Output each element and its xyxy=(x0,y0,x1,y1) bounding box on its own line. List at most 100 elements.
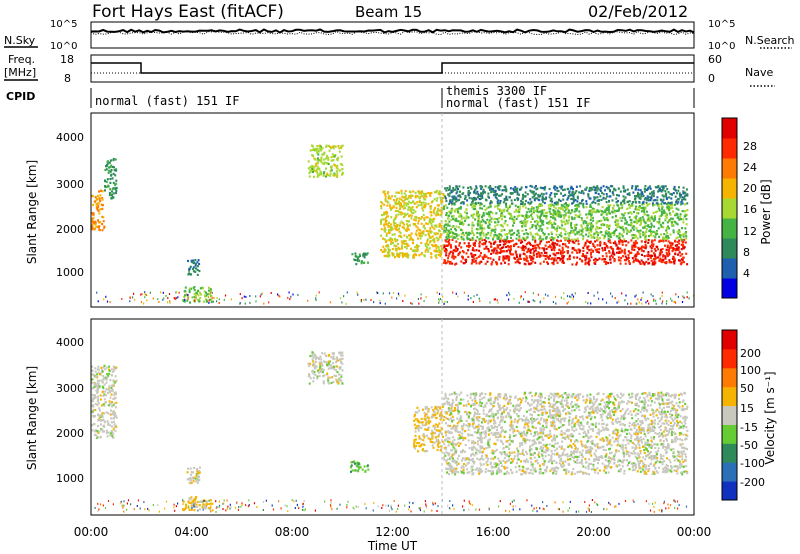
echo-cell xyxy=(645,228,648,231)
echo-cell xyxy=(607,207,610,210)
echo-cell xyxy=(320,370,323,373)
echo-cell xyxy=(605,255,608,258)
echo-cell xyxy=(536,187,539,190)
echo-cell xyxy=(684,203,686,206)
ground-scatter-cell xyxy=(268,301,270,304)
echo-cell xyxy=(195,474,198,477)
echo-cell xyxy=(627,241,630,244)
echo-cell xyxy=(673,247,676,251)
echo-cell xyxy=(554,242,557,245)
echo-cell xyxy=(441,405,444,408)
echo-cell xyxy=(475,249,478,252)
echo-cell xyxy=(467,216,470,219)
echo-cell xyxy=(363,252,366,255)
echo-cell xyxy=(405,219,408,223)
echo-cell xyxy=(684,214,687,217)
echo-cell xyxy=(538,204,540,207)
echo-cell xyxy=(594,257,597,260)
echo-cell xyxy=(341,163,344,166)
echo-cell xyxy=(395,197,398,200)
echo-cell xyxy=(560,214,563,217)
echo-cell xyxy=(663,209,665,212)
echo-cell xyxy=(599,226,602,230)
echo-cell xyxy=(445,226,448,230)
echo-cell xyxy=(576,232,579,235)
echo-cell xyxy=(320,362,323,365)
echo-cell xyxy=(506,237,509,240)
echo-cell xyxy=(322,380,325,383)
echo-cell xyxy=(309,355,312,358)
echo-cell xyxy=(424,428,427,431)
ground-scatter-cell xyxy=(532,292,534,295)
echo-cell xyxy=(401,212,404,215)
echo-cell xyxy=(642,195,645,198)
echo-cell xyxy=(380,228,383,231)
echo-cell xyxy=(408,238,411,241)
echo-cell xyxy=(315,355,318,358)
echo-cell xyxy=(312,363,315,366)
echo-cell xyxy=(557,207,560,210)
echo-cell xyxy=(602,216,605,219)
echo-cell xyxy=(570,216,573,219)
echo-cell xyxy=(471,214,474,217)
echo-cell xyxy=(534,233,537,236)
echo-cell xyxy=(620,256,623,259)
ground-scatter-cell xyxy=(534,300,536,303)
echo-cell xyxy=(98,198,101,201)
echo-cell xyxy=(606,246,609,249)
echo-cell xyxy=(115,191,117,195)
echo-cell xyxy=(491,261,494,264)
echo-cell xyxy=(629,211,632,214)
echo-cell xyxy=(611,191,614,194)
echo-cell xyxy=(92,394,95,397)
echo-cell xyxy=(604,232,607,235)
echo-cell xyxy=(101,223,104,226)
echo-cell xyxy=(660,189,663,192)
ground-scatter-cell xyxy=(318,291,320,294)
echo-cell xyxy=(503,199,506,202)
echo-cell xyxy=(681,198,684,202)
echo-cell xyxy=(113,402,116,405)
echo-cell xyxy=(322,174,325,177)
echo-cell xyxy=(661,210,663,213)
echo-cell xyxy=(634,255,637,258)
echo-cell xyxy=(405,229,408,232)
echo-cell xyxy=(664,244,666,247)
echo-cell xyxy=(435,254,438,257)
echo-cell xyxy=(536,208,539,211)
echo-cell xyxy=(312,376,315,379)
echo-cell xyxy=(491,249,494,252)
echo-cell xyxy=(541,228,544,231)
echo-cell xyxy=(479,234,482,237)
echo-cell xyxy=(115,379,118,382)
echo-cell xyxy=(661,194,664,197)
echo-cell xyxy=(497,251,500,254)
echo-cell xyxy=(187,295,190,298)
echo-cell xyxy=(467,194,470,197)
echo-cell xyxy=(427,250,430,253)
echo-cell xyxy=(602,193,605,196)
echo-cell xyxy=(490,191,493,194)
echo-cell xyxy=(341,351,344,354)
echo-cell xyxy=(112,384,115,387)
echo-cell xyxy=(381,214,383,217)
ground-scatter-cell xyxy=(520,296,522,299)
echo-cell xyxy=(322,153,325,156)
echo-cell xyxy=(457,210,460,213)
echo-cell xyxy=(556,257,559,260)
echo-cell xyxy=(430,236,433,239)
echo-cell xyxy=(478,242,481,245)
echo-cell xyxy=(454,227,457,230)
echo-cell xyxy=(599,244,602,247)
echo-cell xyxy=(603,242,606,246)
echo-cell xyxy=(98,225,101,228)
echo-cell xyxy=(311,168,314,171)
echo-cell xyxy=(653,254,656,257)
echo-cell xyxy=(545,215,548,218)
echo-cell xyxy=(518,214,520,217)
echo-cell xyxy=(639,222,642,225)
echo-cell xyxy=(633,245,636,248)
echo-cell xyxy=(642,250,645,253)
echo-cell xyxy=(631,227,634,230)
echo-cell xyxy=(474,259,477,263)
